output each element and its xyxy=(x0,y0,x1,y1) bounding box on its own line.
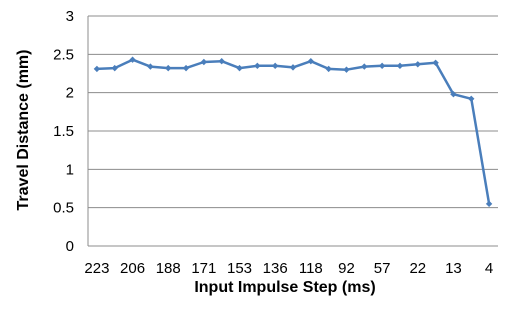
data-point xyxy=(236,64,243,72)
data-point xyxy=(343,66,350,73)
data-point xyxy=(254,62,261,70)
data-point xyxy=(450,91,457,98)
series-line xyxy=(96,58,491,205)
data-point xyxy=(182,64,190,72)
data-point xyxy=(200,58,208,66)
y-tick-label: 0.5 xyxy=(53,200,74,217)
gridlines xyxy=(88,15,498,209)
data-point xyxy=(218,58,225,65)
y-tick-label: 2.5 xyxy=(53,46,74,63)
data-point xyxy=(271,62,279,70)
y-tick-label: 3 xyxy=(66,8,74,25)
data-point xyxy=(378,62,386,70)
data-point xyxy=(396,62,404,70)
data-point xyxy=(289,64,297,71)
x-tick-label: 171 xyxy=(191,260,216,277)
data-point xyxy=(129,56,136,63)
data-point xyxy=(93,65,101,73)
y-tick-labels: 0 0.5 1 1.5 2 2.5 3 xyxy=(53,8,74,255)
data-point xyxy=(432,59,439,66)
x-tick-label: 22 xyxy=(409,260,426,277)
x-tick-label: 13 xyxy=(445,260,462,277)
data-point xyxy=(361,63,368,70)
axes xyxy=(87,16,498,247)
data-point xyxy=(325,65,332,73)
data-point xyxy=(111,64,118,72)
x-tick-label: 206 xyxy=(120,260,145,277)
data-point xyxy=(468,95,475,102)
data-point xyxy=(165,64,172,72)
data-point xyxy=(485,200,493,208)
data-series xyxy=(93,56,493,208)
x-tick-label: 118 xyxy=(299,260,323,277)
x-tick-label: 153 xyxy=(227,260,252,277)
data-point xyxy=(307,58,315,65)
y-tick-label: 1 xyxy=(66,161,74,178)
x-tick-labels: 223 206 188 171 153 136 118 92 57 22 13 4 xyxy=(84,260,493,277)
data-point xyxy=(414,61,421,68)
x-tick-label: 223 xyxy=(84,260,109,277)
x-tick-label: 136 xyxy=(263,260,288,277)
y-tick-label: 1.5 xyxy=(53,123,74,140)
x-axis-title: Input Impulse Step (ms) xyxy=(194,279,375,296)
y-tick-label: 2 xyxy=(66,85,74,102)
x-tick-label: 4 xyxy=(485,260,493,277)
x-tick-label: 188 xyxy=(156,260,181,277)
y-axis-title: Travel Distance (mm) xyxy=(15,50,32,211)
x-tick-label: 92 xyxy=(338,260,355,277)
x-tick-label: 57 xyxy=(374,260,391,277)
data-point xyxy=(147,63,154,70)
y-tick-label: 0 xyxy=(66,238,74,255)
